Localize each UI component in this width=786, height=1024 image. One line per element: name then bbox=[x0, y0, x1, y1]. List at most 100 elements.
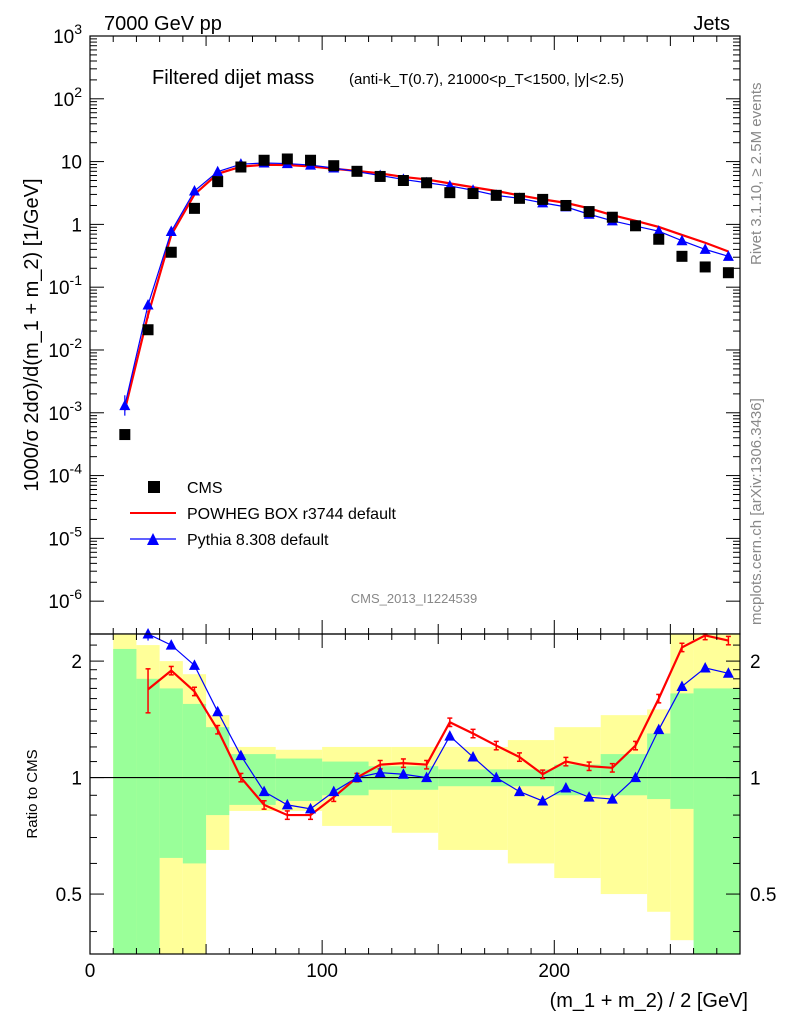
pythia-point bbox=[188, 185, 200, 196]
pythia-ratio-point bbox=[490, 771, 502, 783]
pythia-ratio-point bbox=[397, 768, 409, 779]
pythia-ratio-point bbox=[235, 749, 247, 761]
pythia-ratio-point bbox=[583, 791, 595, 802]
rivet-label: Rivet 3.1.10, ≥ 2.5M events bbox=[748, 83, 765, 266]
pythia-ratio-point bbox=[374, 766, 386, 778]
ratio-ytick-label: 1 bbox=[71, 769, 82, 790]
pythia-line bbox=[124, 162, 729, 406]
legend-mc1-label: POWHEG BOX r3744 default bbox=[187, 506, 397, 523]
ratio-ytick-label-right: 1 bbox=[750, 769, 761, 790]
mcplots-label: mcplots.cern.ch [arXiv:1306.3436] bbox=[748, 398, 765, 625]
ratio-band-inner bbox=[136, 678, 160, 954]
main-ytick-label: 10-2 bbox=[48, 335, 82, 362]
pythia-ratio-point bbox=[281, 798, 293, 810]
main-ytick-label: 10-6 bbox=[48, 586, 82, 613]
pythia-ratio-point bbox=[328, 785, 340, 797]
analysis-id: CMS_2013_I1224539 bbox=[351, 591, 478, 606]
ratio-band-inner bbox=[322, 761, 369, 796]
cms-point bbox=[212, 176, 224, 188]
legend-data-marker bbox=[148, 481, 160, 493]
main-ytick-label: 10 bbox=[61, 153, 82, 174]
ratio-xlabel: (m_1 + m_2) / 2 [GeV] bbox=[550, 990, 748, 1012]
main-panel: 10-6 10-5 10-4 10-3 10-2 10-1 1 10 102 103 bbox=[48, 21, 741, 635]
cms-point bbox=[281, 153, 293, 165]
legend: CMS POWHEG BOX r3744 default Pythia 8.30… bbox=[130, 480, 397, 549]
pythia-point bbox=[165, 225, 177, 237]
cms-point bbox=[165, 246, 177, 258]
ratio-ytick-label-right: 0.5 bbox=[750, 885, 776, 906]
cms-point bbox=[351, 165, 363, 177]
pythia-ratio-point bbox=[560, 781, 572, 793]
pythia-ratio-point bbox=[188, 659, 200, 670]
pythia-point bbox=[699, 243, 711, 254]
cms-point bbox=[722, 267, 734, 279]
plot-title-sub: (anti-k_T(0.7), 21000<p_T<1500, |y|<2.5) bbox=[349, 71, 624, 88]
cms-point bbox=[328, 160, 340, 172]
main-ytick-label: 102 bbox=[53, 84, 82, 111]
cms-point bbox=[606, 211, 618, 223]
pythia-ratio-point bbox=[699, 661, 711, 673]
plot-title: Filtered dijet mass bbox=[152, 67, 314, 89]
main-ytick-label: 1 bbox=[71, 215, 82, 236]
pythia-ratio-point bbox=[142, 628, 154, 639]
powheg-ratio-line bbox=[147, 634, 729, 817]
ratio-band-inner bbox=[229, 754, 276, 805]
pythia-ratio-point bbox=[606, 793, 618, 804]
pythia-point bbox=[212, 165, 224, 177]
cms-point bbox=[421, 177, 433, 189]
ratio-xtick-label: 200 bbox=[538, 961, 570, 982]
main-ytick-label: 10-1 bbox=[48, 272, 82, 299]
pythia-point bbox=[653, 225, 665, 236]
pythia-ratio-point bbox=[653, 723, 665, 735]
ratio-band-inner bbox=[693, 688, 740, 954]
plot-title-main: Filtered dijet mass bbox=[152, 67, 314, 89]
pythia-ratio-point bbox=[444, 730, 456, 741]
main-ytick-label: 10-3 bbox=[48, 398, 82, 425]
ratio-band-outer bbox=[507, 740, 555, 864]
cms-point bbox=[444, 187, 456, 199]
main-axes: 10-6 10-5 10-4 10-3 10-2 10-1 1 10 102 103 bbox=[48, 21, 741, 634]
pythia-point bbox=[676, 234, 688, 246]
pythia-point bbox=[722, 250, 734, 261]
pythia-ratio-point bbox=[258, 785, 270, 797]
cms-point bbox=[513, 192, 525, 204]
ratio-ytick-label-right: 2 bbox=[750, 652, 761, 673]
pythia-ratio-point bbox=[212, 705, 224, 717]
legend-mc2-label: Pythia 8.308 default bbox=[187, 532, 329, 549]
pythia-ratio-point bbox=[676, 680, 688, 691]
pythia-ratio-point bbox=[165, 639, 177, 650]
header-left: 7000 GeV pp bbox=[104, 13, 222, 35]
cms-point bbox=[560, 199, 572, 211]
powheg-line bbox=[123, 163, 729, 411]
main-marks bbox=[119, 153, 734, 441]
ratio-ylabel: Ratio to CMS bbox=[24, 749, 41, 838]
cms-point bbox=[188, 202, 200, 214]
ratio-band-outer bbox=[600, 715, 648, 895]
ratio-marks bbox=[90, 628, 740, 821]
ratio-band-outer bbox=[554, 727, 601, 879]
ratio-band-inner bbox=[182, 703, 207, 864]
main-ylabel: 1000/σ 2dσ)/d(m_1 + m_2) [1/GeV] bbox=[21, 178, 43, 491]
pythia-ratio-point bbox=[351, 771, 363, 783]
cms-point bbox=[699, 261, 711, 273]
ratio-ytick-label: 2 bbox=[71, 652, 82, 673]
ratio-band-inner bbox=[670, 693, 694, 809]
ratio-band-outer bbox=[391, 746, 439, 833]
legend-mc2-marker bbox=[147, 533, 159, 545]
cms-point bbox=[235, 161, 247, 173]
cms-point bbox=[305, 154, 317, 166]
ratio-xtick-label: 100 bbox=[306, 961, 338, 982]
cms-point bbox=[374, 170, 386, 182]
legend-data-label: CMS bbox=[187, 480, 223, 497]
cms-point bbox=[630, 220, 642, 232]
ratio-bands bbox=[113, 634, 740, 954]
main-ytick-label: 103 bbox=[53, 21, 82, 48]
cms-point bbox=[490, 189, 502, 201]
cms-point bbox=[537, 193, 549, 205]
cms-point bbox=[258, 154, 270, 166]
cms-point bbox=[397, 174, 409, 186]
ratio-axes: 0.5 0.5 1 1 2 2 0 100 200 bbox=[56, 634, 776, 982]
main-ytick-label: 10-4 bbox=[48, 461, 82, 488]
cms-point bbox=[676, 250, 688, 262]
